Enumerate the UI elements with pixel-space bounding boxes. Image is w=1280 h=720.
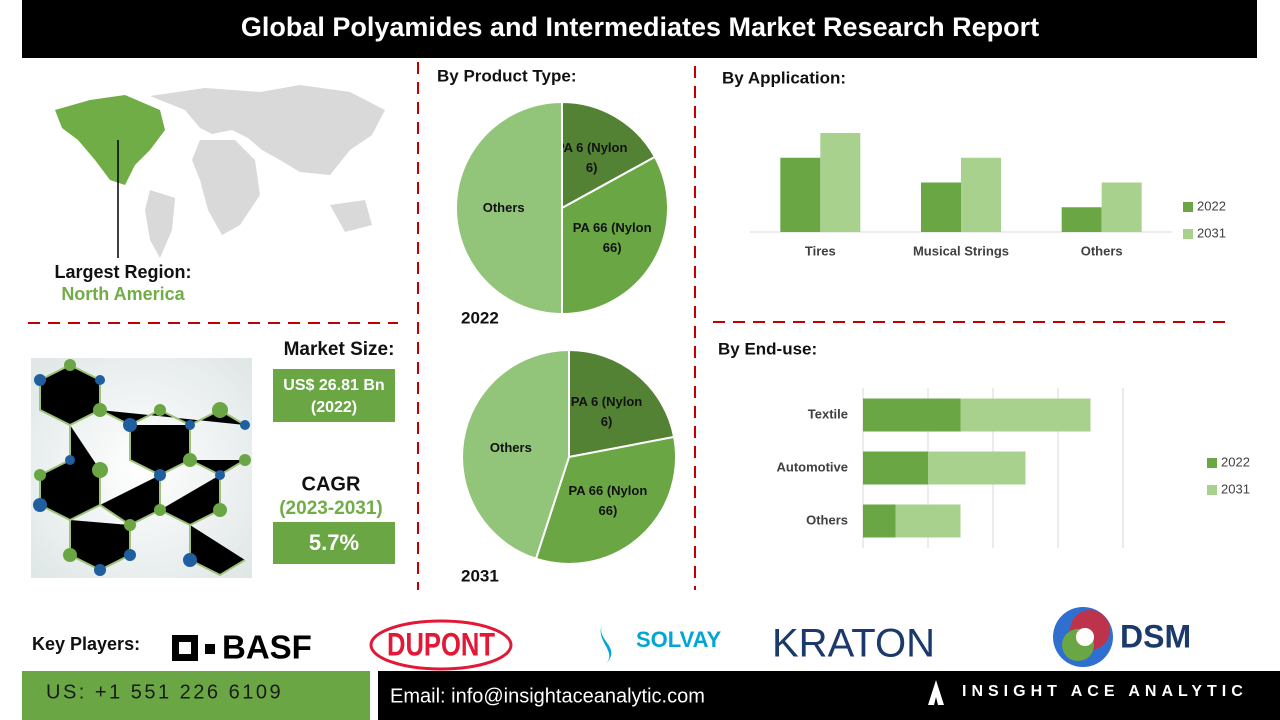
pie-label: PA 6 (Nylon 6) — [570, 393, 643, 429]
cagr-label: CAGR — [302, 473, 361, 495]
pie-slice — [561, 100, 657, 210]
market-size-label: Market Size: — [284, 339, 395, 360]
pie-label-box: PA 66 (Nylon 66) — [572, 219, 652, 255]
logo-dupont — [369, 619, 513, 671]
bar-segment — [863, 451, 928, 485]
bar — [820, 133, 861, 232]
legend-swatch — [1183, 229, 1193, 239]
cagr-value: 5.7% — [309, 530, 359, 555]
pie-slice — [568, 348, 676, 459]
bar-segment — [863, 504, 896, 538]
pie-label-box: PA 6 (Nylon 6) — [570, 393, 643, 429]
logo-solvay — [600, 620, 612, 665]
y-tick-label: Automotive — [777, 459, 849, 474]
pie-year: 2022 — [461, 308, 499, 327]
pie-slice — [534, 435, 677, 565]
y-tick-label: Others — [806, 512, 848, 527]
market-size-box — [273, 369, 395, 422]
pie-label: PA 66 (Nylon 66) — [572, 219, 652, 255]
legend-swatch — [1207, 458, 1217, 468]
pie-year: 2031 — [461, 566, 499, 585]
pie-label: PA 6 (Nylon 6) — [555, 139, 628, 175]
key-players-label: Key Players: — [32, 634, 140, 654]
market-size-year: (2022) — [311, 399, 357, 416]
x-tick-label: Musical Strings — [913, 243, 1009, 258]
cagr-box — [273, 522, 395, 564]
email-bar — [378, 671, 1280, 720]
bar-segment — [928, 451, 1026, 485]
logo-text: DSM — [1120, 618, 1191, 654]
logo-text: SOLVAY — [636, 627, 722, 652]
chart-title: By Application: — [722, 68, 846, 87]
pie-slice — [455, 100, 563, 316]
email: Email: info@insightaceanalytic.com — [390, 685, 705, 707]
bar-segment — [960, 398, 1091, 432]
phone: US: +1 551 226 6109 — [46, 681, 283, 703]
pie-label-box: PA 6 (Nylon 6) — [555, 139, 628, 175]
region-value: North America — [61, 284, 185, 304]
pie-label: Others — [482, 200, 525, 215]
pie-label-box: Others — [482, 200, 525, 215]
logo-text: KRATON — [772, 622, 935, 666]
header-bar — [22, 0, 1257, 58]
pie-slice — [561, 155, 669, 316]
world-map — [55, 85, 385, 258]
x-tick-label: Others — [1081, 243, 1123, 258]
pie-label-box: Others — [489, 439, 532, 455]
logo-dsm — [1050, 605, 1193, 670]
bar — [961, 157, 1001, 232]
legend-label: 2031 — [1221, 481, 1250, 496]
brand: INSIGHT ACE ANALYTIC — [962, 683, 1248, 700]
dividers — [28, 62, 1228, 590]
bar-segment — [863, 398, 961, 432]
brand-icon — [928, 680, 944, 705]
title: Global Polyamides and Intermediates Mark… — [241, 12, 1039, 42]
region-label: Largest Region: — [54, 262, 191, 282]
bar — [1101, 182, 1142, 232]
legend-label: 2031 — [1197, 225, 1226, 240]
cagr-period: (2023-2031) — [279, 498, 383, 519]
legend-swatch — [1207, 485, 1217, 495]
market-size-value: US$ 26.81 Bn — [283, 377, 384, 394]
chart-title: By End-use: — [718, 339, 817, 358]
logo-basf — [172, 635, 215, 661]
bar — [921, 182, 961, 232]
logo-text: DUPONT — [387, 628, 495, 663]
pie-label-box: PA 66 (Nylon 66) — [568, 483, 648, 519]
legend-label: 2022 — [1221, 454, 1250, 469]
logo-text: BASF — [222, 629, 312, 666]
x-tick-label: Tires — [805, 243, 836, 258]
pie-label: PA 66 (Nylon 66) — [568, 483, 648, 519]
pie-label: Others — [489, 439, 532, 455]
pie-slice — [461, 348, 570, 561]
chart-title: By Product Type: — [437, 66, 576, 85]
y-tick-label: Textile — [808, 406, 848, 421]
bar — [780, 157, 821, 232]
molecule-image — [31, 358, 252, 578]
bar — [1061, 207, 1102, 232]
phone-bar — [22, 671, 370, 720]
bar-segment — [895, 504, 961, 538]
legend-swatch — [1183, 202, 1193, 212]
legend-label: 2022 — [1197, 198, 1226, 213]
